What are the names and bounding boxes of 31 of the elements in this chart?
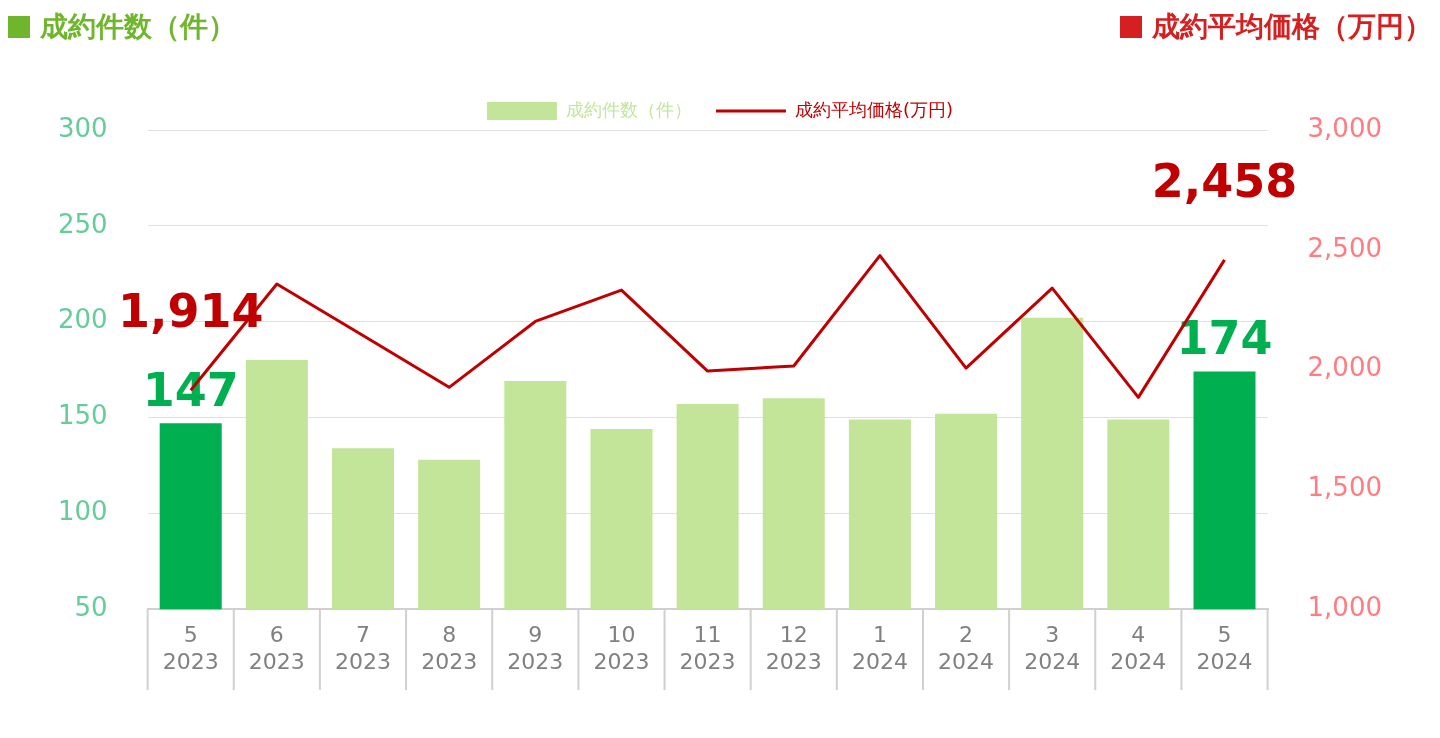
x-tick-label: 11 2023 [679,622,736,674]
x-tick-label: 12 2023 [765,622,822,674]
data-label: 2,458 [1151,153,1298,208]
x-tick-label: 5 2024 [1196,622,1253,674]
x-tick-label: 1 2024 [851,622,908,674]
y2-tick-label: 1,500 [1307,472,1382,503]
x-tick-label: 9 2023 [507,622,564,674]
legend-label: 成約平均価格(万円) [794,98,954,120]
y2-tick-label: 1,000 [1307,591,1382,622]
y2-tick-label: 3,000 [1307,112,1382,143]
x-tick-label: 7 2023 [335,622,391,674]
y-tick-label: 300 [57,112,108,143]
data-label: 174 [1176,311,1273,366]
data-label: 147 [142,363,239,418]
y-axis-title: 成約件数（件） [40,9,236,45]
x-tick-label: 10 2023 [593,622,650,674]
y2-tick-label: 2,000 [1307,352,1382,383]
x-tick-label: 2 2024 [938,622,995,674]
x-tick-label: 5 2023 [162,622,219,674]
x-tick-label: 4 2024 [1110,622,1167,674]
y2-tick-label: 2,500 [1307,232,1382,263]
x-tick-label: 8 2023 [421,622,478,674]
y-tick-label: 50 [74,591,108,622]
y-tick-label: 200 [57,304,108,335]
y-tick-label: 150 [57,400,108,431]
y-tick-label: 100 [57,496,108,527]
y2-axis-title: 成約平均価格（万円） [1152,9,1432,45]
x-tick-label: 3 2024 [1024,622,1081,674]
legend-label: 成約件数（件） [565,98,692,120]
x-tick-label: 6 2023 [248,622,305,674]
y-tick-label: 250 [57,208,108,239]
